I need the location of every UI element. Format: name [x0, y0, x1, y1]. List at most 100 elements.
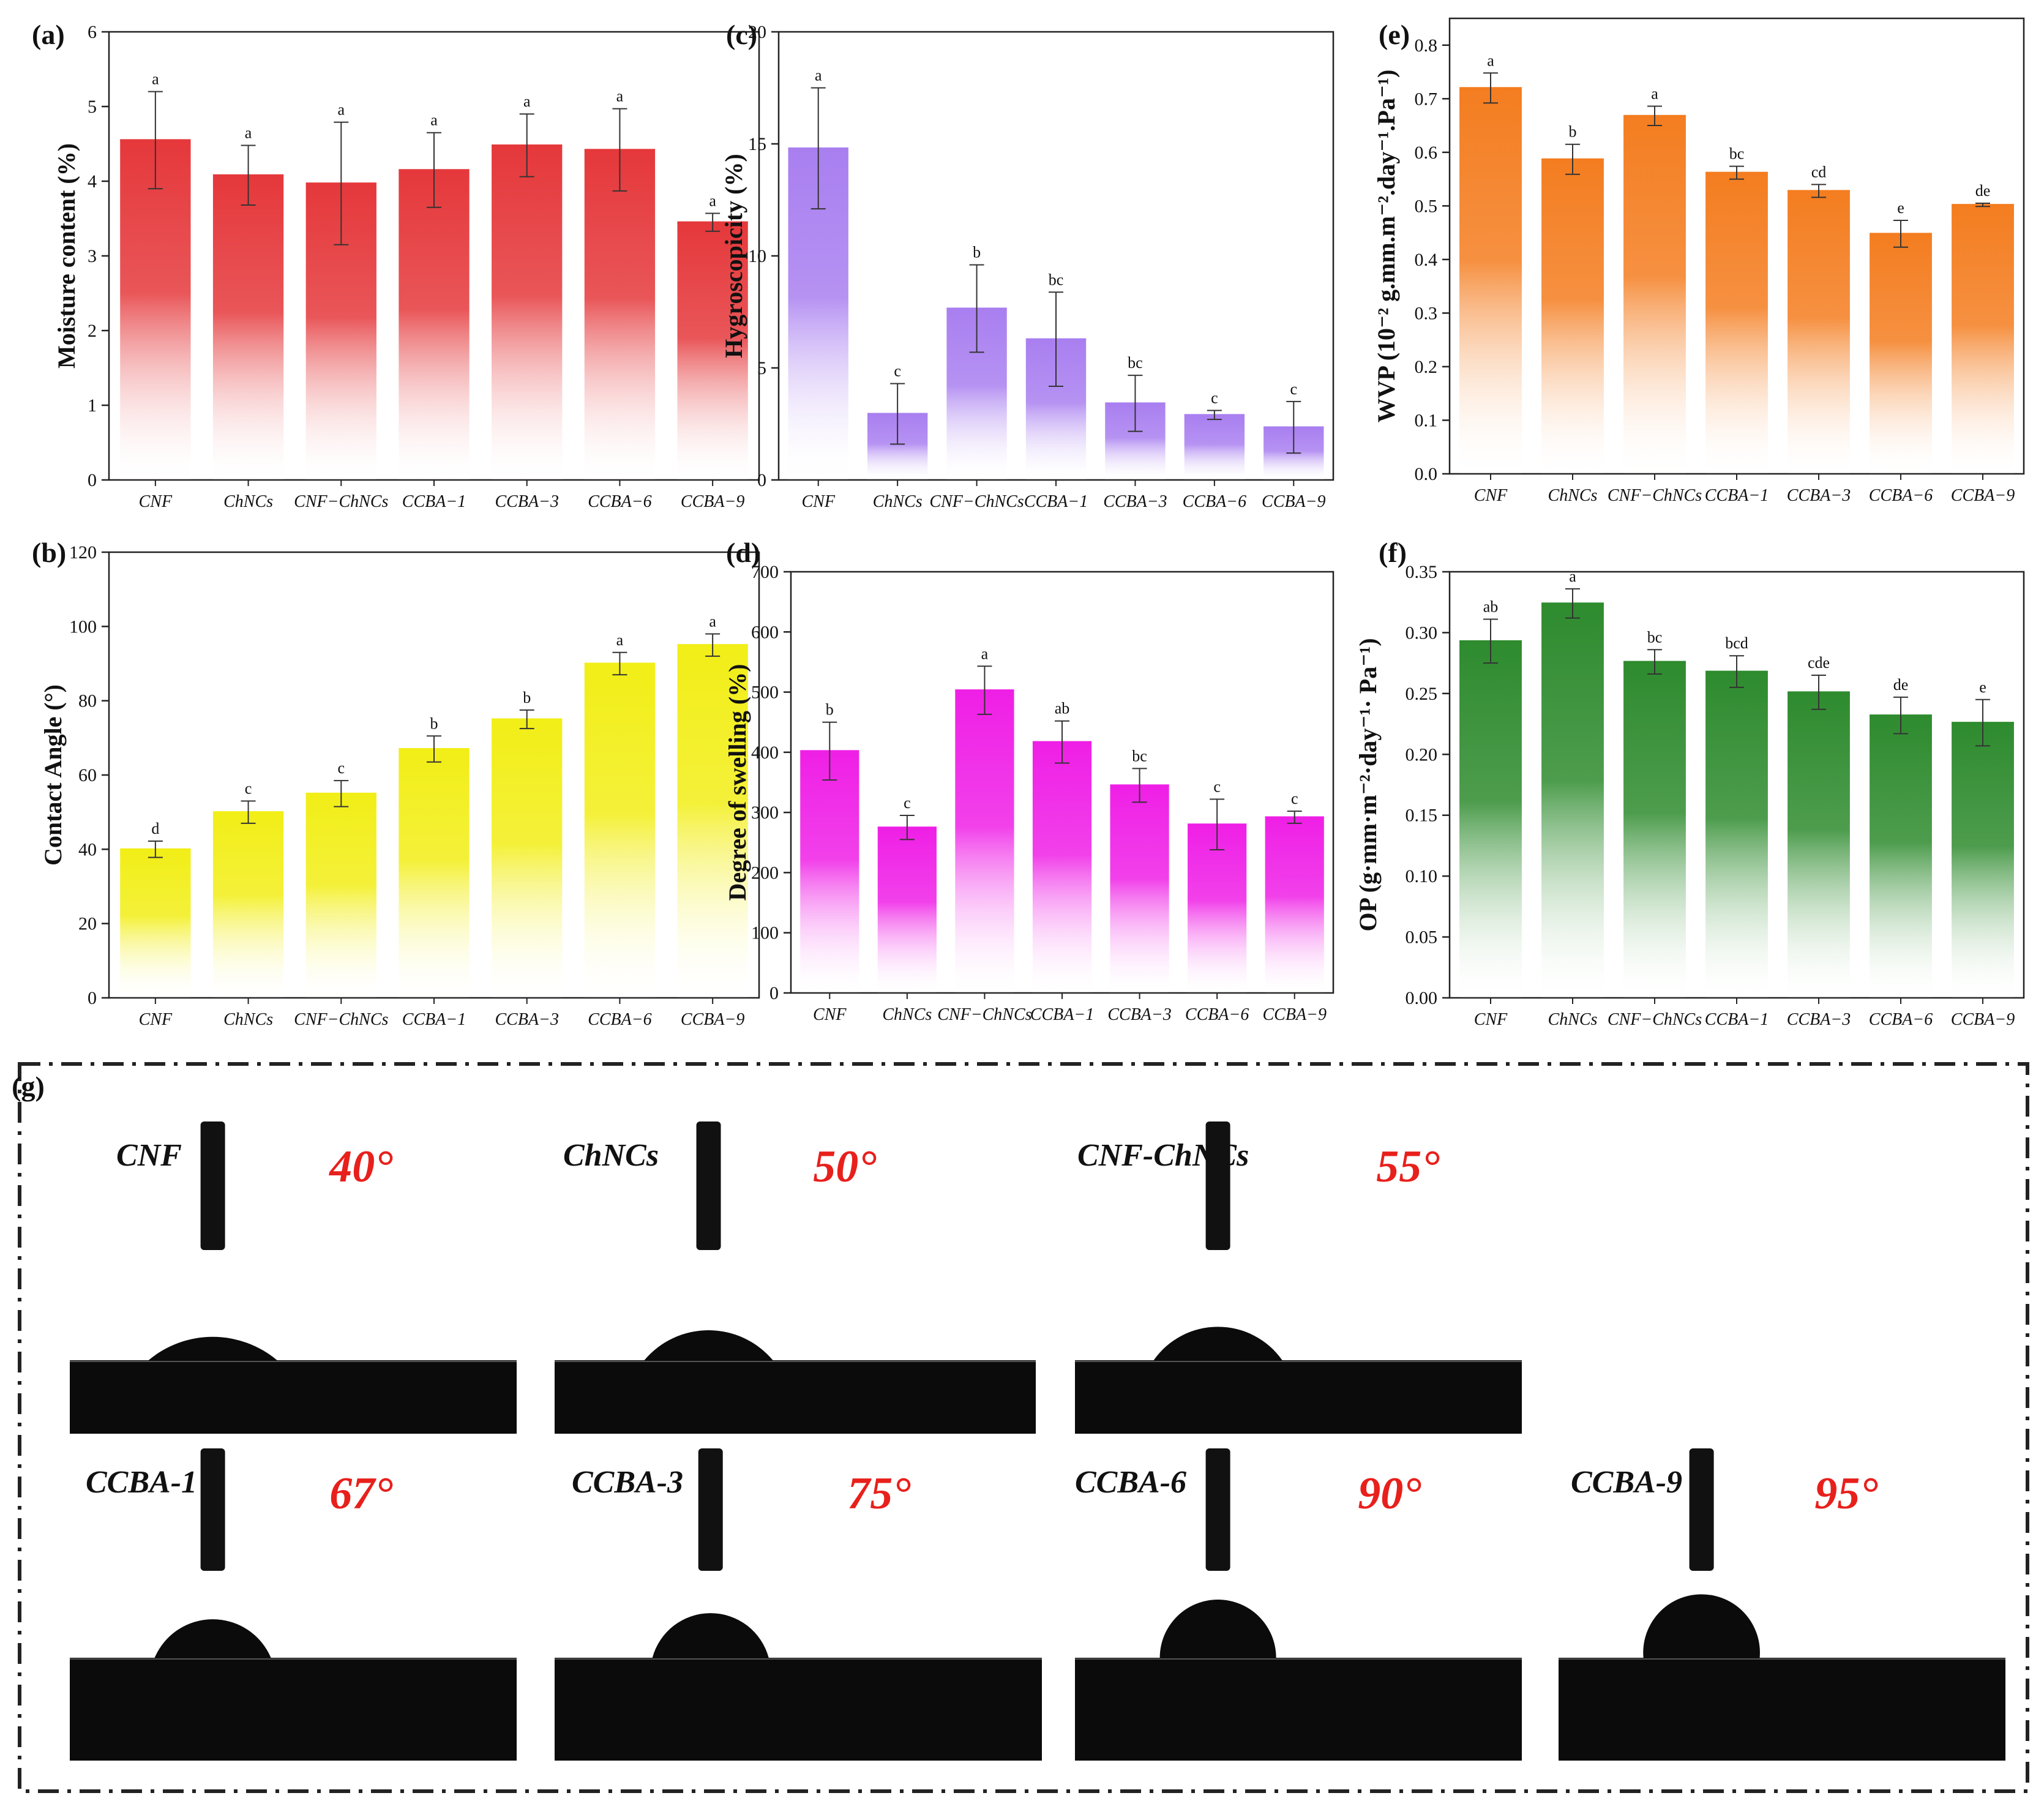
bar [1623, 116, 1686, 474]
contact-angle-images-layer: (g)CNF 40° ChNCs 50° CNF-ChNCs 55°CCBA-1 67° CC… [12, 1062, 2029, 1793]
category-label: ChNCs [873, 492, 923, 511]
category-label: CNF−ChNCs [1608, 1010, 1702, 1029]
chart-panel-c: 0 5 10 15 20 a CNF c ChNCs b CNF−ChNCs bc CCBA−1 bc CC… [720, 19, 1335, 511]
y-tick-label: 2 [88, 321, 97, 341]
significance-letter: a [981, 645, 989, 662]
bar-charts-layer: 0 1 2 3 4 5 6 a CNF a ChNCs a CNF−ChNCs a CCBA−1 a CCBA−… [32, 17, 2025, 1029]
y-tick-label: 60 [78, 765, 97, 785]
significance-letter: c [245, 779, 252, 797]
category-label: ChNCs [1548, 1010, 1598, 1029]
category-label: CCBA−3 [1787, 1010, 1851, 1029]
contact-angle-image-4: CCBA-1 67° [70, 1448, 517, 1761]
bar [1459, 641, 1522, 998]
droplet [1643, 1594, 1760, 1658]
needle [698, 1448, 723, 1571]
significance-letter: bc [1132, 747, 1147, 765]
bar [1705, 173, 1768, 474]
y-tick-label: 1 [88, 395, 97, 416]
panel-label: (b) [32, 537, 66, 568]
sample-name: CCBA-9 [1571, 1465, 1682, 1500]
category-label: CCBA−6 [1869, 486, 1933, 505]
substrate [1075, 1658, 1522, 1761]
significance-letter: a [1651, 85, 1658, 103]
bar [1623, 662, 1686, 998]
bar [1184, 414, 1245, 480]
y-tick-label: 20 [748, 22, 766, 42]
droplet [148, 1336, 277, 1360]
category-label: ChNCs [882, 1005, 932, 1024]
significance-letter: b [523, 689, 531, 706]
y-tick-label: 0.35 [1406, 562, 1438, 582]
significance-letter: a [430, 111, 438, 129]
category-label: ChNCs [1548, 486, 1598, 505]
y-tick-label: 0 [757, 470, 766, 490]
significance-letter: e [1897, 199, 1904, 217]
sample-name: CCBA-1 [86, 1465, 197, 1500]
droplet [1153, 1327, 1282, 1360]
significance-letter: b [1569, 123, 1577, 141]
bar [1459, 88, 1522, 474]
y-tick-label: 0.30 [1406, 623, 1438, 643]
y-axis-label: Contact Angle (°) [39, 684, 67, 866]
droplet [1159, 1600, 1276, 1658]
bar [212, 812, 284, 998]
y-tick-label: 700 [751, 562, 779, 582]
y-tick-label: 0 [769, 983, 779, 1003]
significance-letter: c [1291, 790, 1298, 807]
bar [1952, 204, 2014, 474]
significance-letter: c [1211, 389, 1218, 407]
significance-letter: a [245, 124, 252, 141]
chart-panel-e: 0.0 0.1 0.2 0.3 0.4 0.5 0.6 0.7 0.8 a CNF b ChNCs a CN… [1372, 17, 2025, 505]
contact-angle-image-1: CNF 40° [70, 1121, 517, 1434]
category-label: CNF [1474, 1010, 1508, 1029]
bar [1110, 785, 1169, 993]
contact-angle-image-5: CCBA-3 75° [555, 1448, 1042, 1761]
panel-g-dashed-frame [18, 1062, 2029, 1793]
category-label: CNF [813, 1005, 847, 1024]
y-tick-label: 0.6 [1415, 143, 1438, 163]
y-tick-label: 80 [78, 691, 97, 711]
significance-letter: ab [1483, 598, 1499, 616]
substrate [555, 1658, 1042, 1761]
significance-letter: b [826, 701, 834, 719]
sample-name: CCBA-6 [1075, 1465, 1186, 1500]
significance-letter: bcd [1725, 634, 1748, 652]
category-label: CCBA−9 [681, 492, 744, 511]
category-label: CCBA−3 [1787, 486, 1851, 505]
significance-letter: a [1487, 51, 1494, 69]
y-tick-label: 500 [751, 683, 779, 703]
category-label: CCBA−1 [402, 492, 466, 511]
category-label: CNF [801, 492, 835, 511]
bar [492, 719, 563, 998]
y-axis-label: OP (g·mm·m⁻²·day⁻¹· Pa⁻¹) [1354, 638, 1382, 931]
y-tick-label: 120 [69, 542, 97, 563]
bar [492, 145, 563, 480]
chart-panel-b: 0 20 40 60 80 100 120 d CNF c ChNCs c CNF−ChNCs b CCBA… [32, 537, 760, 1029]
needle [1205, 1448, 1230, 1571]
bar [212, 175, 284, 480]
significance-letter: a [152, 70, 159, 88]
droplet [154, 1619, 271, 1658]
bar [800, 751, 859, 993]
significance-letter: c [1213, 778, 1221, 796]
contact-angle-value: 95° [1814, 1469, 1878, 1519]
bar [1952, 722, 2014, 998]
category-label: ChNCs [223, 1010, 273, 1029]
category-label: CNF [139, 492, 173, 511]
needle [200, 1121, 225, 1250]
contact-angle-image-3: CNF-ChNCs 55° [1075, 1121, 1522, 1434]
y-tick-label: 200 [751, 863, 779, 883]
bar [677, 222, 748, 480]
y-tick-label: 0.15 [1406, 806, 1438, 826]
needle [696, 1121, 721, 1250]
y-axis-label: WVP (10⁻² g.mm.m⁻².day⁻¹.Pa⁻¹) [1372, 70, 1400, 423]
significance-letter: a [338, 101, 345, 119]
significance-letter: b [973, 244, 981, 261]
bar [1541, 603, 1604, 998]
bar [1788, 692, 1850, 998]
sample-name: CNF-ChNCs [1077, 1138, 1249, 1173]
y-tick-label: 0.00 [1406, 988, 1438, 1008]
bar [120, 849, 191, 998]
significance-letter: de [1975, 182, 1991, 200]
contact-angle-value: 67° [329, 1469, 393, 1519]
